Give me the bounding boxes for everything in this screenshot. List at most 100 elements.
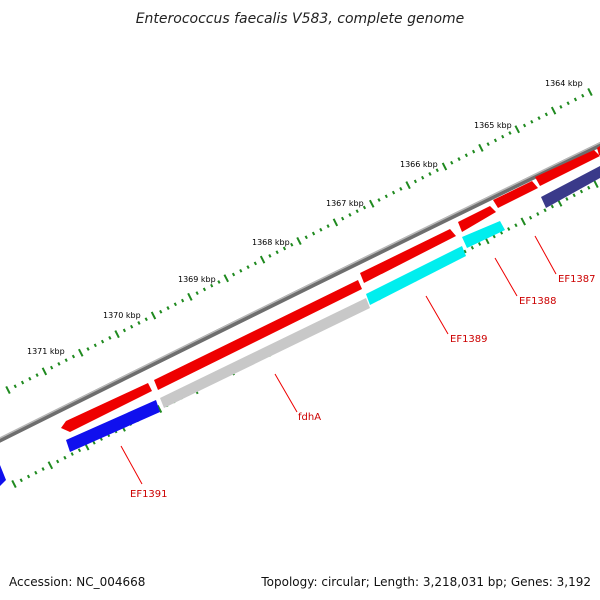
minor-tick (311, 231, 316, 236)
minor-tick (159, 309, 163, 314)
minor-tick (202, 287, 207, 292)
minor-tick (501, 134, 505, 139)
minor-tick (268, 254, 272, 258)
major-tick (5, 385, 11, 395)
minor-tick (166, 306, 170, 310)
minor-tick (275, 250, 279, 255)
cds-ef1387-forward[interactable] (493, 181, 538, 208)
map-title: Enterococcus faecalis V583, complete gen… (136, 11, 465, 27)
cds-ef1386-forward[interactable] (535, 150, 600, 186)
minor-tick (362, 205, 367, 210)
gene-label-ef1388[interactable]: EF1388 (519, 296, 557, 307)
minor-tick (144, 317, 148, 322)
major-tick (405, 181, 411, 190)
tick-label: 1367 kbp (326, 199, 364, 208)
minor-tick (565, 197, 569, 201)
cds-ef1389-reverse[interactable] (366, 246, 466, 305)
minor-tick (231, 272, 236, 277)
major-tick (156, 404, 163, 414)
major-tick (514, 125, 520, 134)
minor-tick (253, 261, 257, 266)
minor-tick (537, 116, 541, 120)
tick-label: 1369 kbp (178, 275, 216, 284)
minor-tick (377, 198, 381, 202)
minor-tick (108, 335, 112, 340)
minor-tick (457, 157, 461, 161)
minor-tick (93, 343, 97, 348)
gene-labels: EF1387 EF1388 EF1389 fdhA EF1391 (130, 274, 596, 500)
cds-left-edge-reverse[interactable] (0, 465, 6, 486)
minor-tick (508, 131, 512, 135)
genome-summary-text: Topology: circular; Length: 3,218,031 bp… (260, 575, 591, 589)
minor-tick (391, 190, 396, 195)
minor-tick (13, 384, 17, 389)
major-tick (478, 143, 484, 152)
minor-tick (581, 93, 585, 98)
cds-ef1386-reverse[interactable] (541, 166, 600, 208)
minor-tick (544, 112, 548, 117)
gene-leaders (120, 235, 557, 485)
major-tick (223, 274, 229, 283)
forward-cds-track (61, 146, 600, 432)
minor-tick (210, 283, 214, 288)
cds-edge-forward[interactable] (597, 146, 600, 155)
minor-tick (282, 246, 287, 251)
major-tick (259, 255, 266, 264)
minor-tick (348, 213, 352, 217)
minor-tick (435, 168, 439, 173)
cds-ef1388-reverse[interactable] (462, 221, 505, 248)
major-tick (369, 199, 375, 208)
minor-tick (86, 347, 90, 351)
major-tick (11, 479, 17, 489)
minor-tick (536, 212, 540, 216)
minor-tick (572, 193, 576, 198)
gene-label-ef1389[interactable]: EF1389 (450, 334, 488, 345)
major-tick (150, 311, 157, 320)
minor-tick (579, 189, 584, 194)
minor-tick (421, 175, 425, 180)
tick-label: 1370 kbp (103, 311, 141, 320)
minor-tick (543, 208, 547, 213)
gene-label-ef1391[interactable]: EF1391 (130, 489, 168, 500)
genome-backbone-highlight (0, 142, 600, 439)
gene-label-ef1387[interactable]: EF1387 (558, 274, 596, 285)
minor-tick (341, 216, 345, 221)
gene-label-fdha[interactable]: fdhA (298, 412, 321, 423)
minor-tick (522, 123, 527, 128)
minor-tick (514, 223, 518, 228)
leader-ef1389 (425, 295, 449, 335)
minor-tick (34, 470, 38, 475)
cds-ef1389-forward[interactable] (360, 229, 456, 283)
cds-fdha-reverse[interactable] (160, 298, 370, 408)
leader-ef1388 (494, 257, 518, 297)
cds-ef1391-forward[interactable] (61, 383, 152, 432)
minor-tick (100, 339, 105, 344)
tick-label: 1371 kbp (27, 347, 65, 356)
minor-tick (463, 249, 467, 254)
minor-tick (428, 172, 432, 176)
tick-label: 1368 kbp (252, 238, 290, 247)
major-tick (587, 87, 593, 97)
tick-labels: 1364 kbp 1365 kbp 1366 kbp 1367 kbp 1368… (27, 79, 583, 356)
minor-tick (319, 227, 323, 232)
minor-tick (304, 235, 308, 240)
minor-tick (70, 452, 74, 456)
cds-ef1391-reverse[interactable] (66, 400, 160, 452)
minor-tick (413, 179, 417, 184)
tick-label: 1364 kbp (545, 79, 583, 88)
minor-tick (28, 376, 32, 381)
minor-tick (326, 224, 330, 228)
minor-tick (92, 440, 96, 445)
cds-fdha-forward[interactable] (154, 280, 362, 390)
minor-tick (41, 467, 45, 471)
minor-tick (450, 160, 454, 165)
minor-tick (355, 209, 359, 214)
major-tick (114, 330, 120, 339)
minor-tick (493, 138, 498, 143)
minor-tick (57, 362, 61, 366)
minor-tick (486, 142, 490, 147)
cds-ef1388-forward[interactable] (458, 206, 496, 232)
minor-tick (35, 373, 39, 377)
minor-tick (587, 185, 591, 190)
minor-tick (77, 448, 82, 453)
